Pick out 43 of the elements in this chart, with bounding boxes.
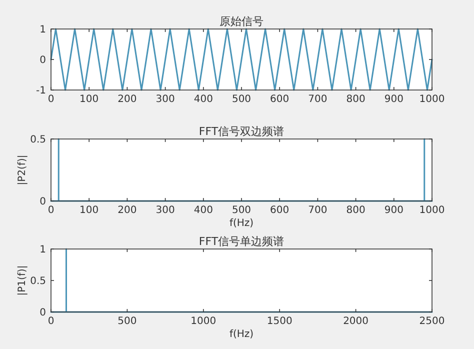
y-tick-label: 0 [40,55,46,66]
x-axis-title: f(Hz) [229,329,254,340]
x-tick-label: 600 [270,94,290,105]
x-tick-label: 300 [156,94,175,105]
x-tick-label: 1000 [419,94,445,105]
x-tick-label: 0 [48,316,54,327]
y-tick-label: 1 [40,24,46,36]
x-tick-label: 200 [118,94,137,105]
y-tick-label: 0.5 [30,134,46,146]
x-tick-label: 1500 [266,316,292,327]
x-tick-label: 1000 [419,205,445,216]
y-tick-label: 0 [40,196,46,208]
x-tick-label: 800 [346,205,366,216]
y-tick-label: 0.5 [30,276,46,287]
x-tick-label: 800 [346,94,366,105]
x-tick-label: 200 [118,205,137,216]
x-tick-label: 700 [308,205,328,216]
x-tick-label: 900 [384,94,404,105]
x-tick-label: 0 [48,94,54,105]
chart-title: 原始信号 [220,15,264,28]
x-axis-title: f(Hz) [229,218,254,229]
x-tick-label: 100 [80,94,99,105]
y-tick-label: 0 [40,308,46,318]
chart-title: FFT信号单边频谱 [198,235,284,248]
x-tick-label: 400 [194,94,213,105]
x-tick-label: 900 [384,205,404,216]
y-tick-label: 1 [40,244,46,256]
x-tick-label: 500 [232,205,252,216]
chart-title: FFT信号双边频谱 [198,125,284,138]
x-tick-label: 1000 [190,316,216,327]
x-tick-label: 300 [156,205,175,216]
y-tick-label: -1 [36,86,46,96]
x-tick-label: 2000 [343,316,369,327]
x-tick-label: 400 [194,205,213,216]
x-tick-label: 500 [232,94,252,105]
x-tick-label: 0 [48,205,54,216]
x-tick-label: 100 [80,205,99,216]
x-tick-label: 600 [270,205,290,216]
y-axis-title: |P1(f)| [17,265,28,296]
x-tick-label: 700 [308,94,328,105]
y-axis-title: |P2(f)| [17,154,28,186]
x-tick-label: 500 [118,316,137,327]
x-tick-label: 2500 [419,316,445,327]
